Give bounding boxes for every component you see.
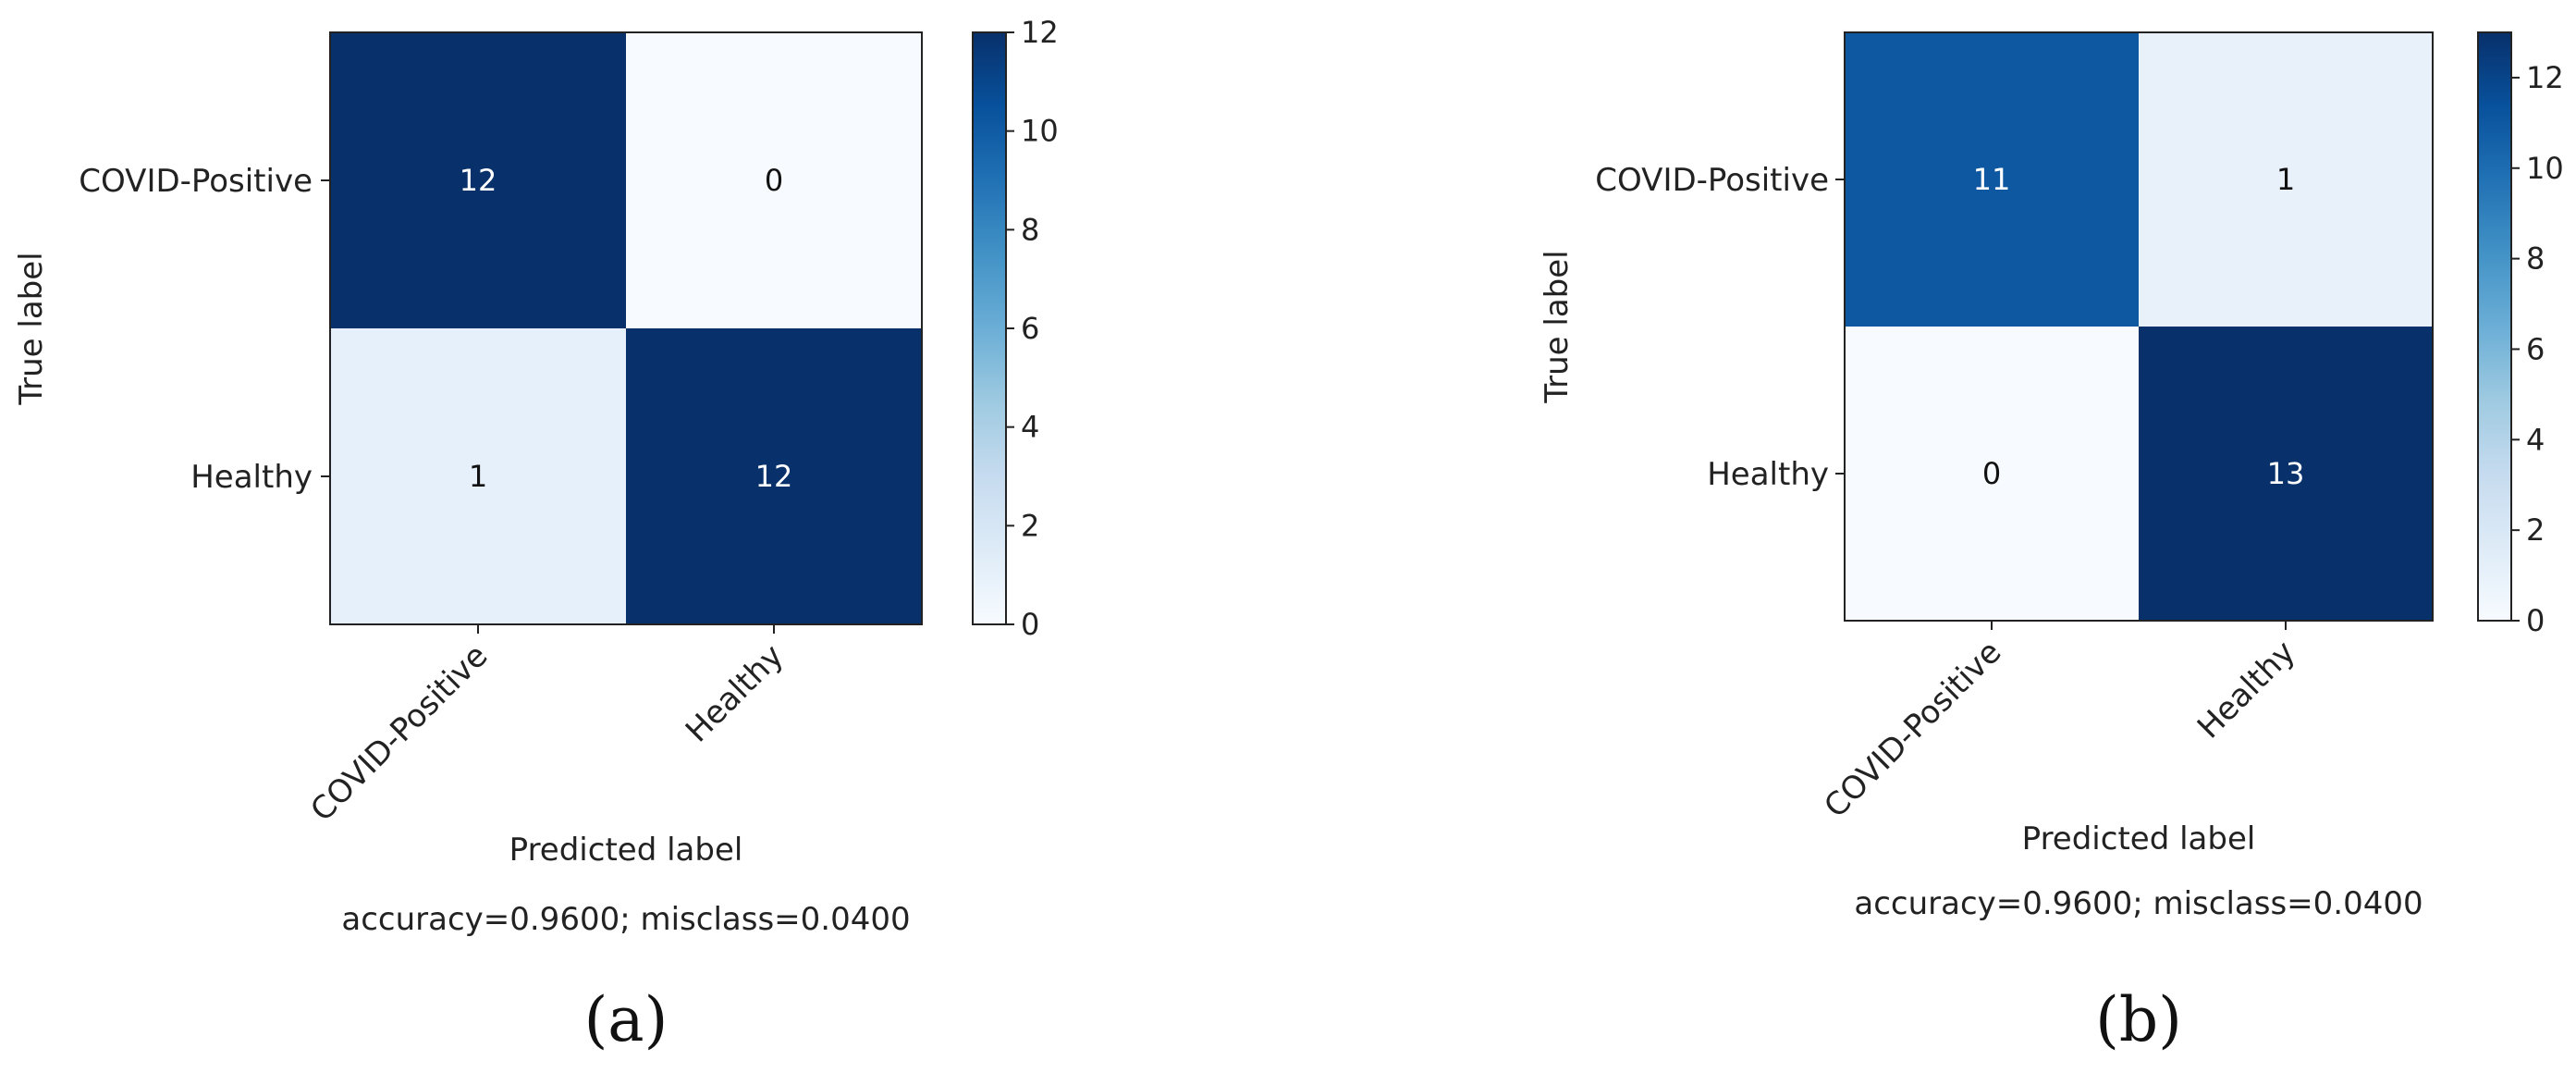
panel-b-cell-r1-c0 [1845,327,2139,621]
panel-b-plot-frame [1844,31,2434,622]
panel-b-cell-value-r0-c0: 11 [1973,162,2011,197]
panel-b-y-tick-label-1: Healthy [1707,456,1829,493]
panel-a-colorbar-tick-label-1: 2 [1021,508,1039,543]
panel-b-cell-r0-c0 [1845,32,2139,327]
panel-a-colorbar [972,31,1007,625]
confusion-matrix-panel-b: 11 10 13COVID-PositiveHealthyCOVID-Positiv… [1539,31,2564,1055]
panel-b-colorbar-tick-label-0: 0 [2526,603,2545,638]
panel-b-cell-value-r0-c1: 1 [2276,162,2295,197]
panel-a-letter: (a) [584,984,669,1055]
panel-b-x-tick-label-0: COVID-Positive [1817,634,2008,825]
panel-b-colorbar-tick-label-4: 8 [2526,241,2545,277]
panel-a-colorbar-tick-label-2: 4 [1021,410,1039,445]
panel-a-x-tick-label-0: COVID-Positive [303,637,495,829]
panel-a-colorbar-tick-label-5: 10 [1021,114,1059,149]
panel-b-letter: (b) [2095,984,2182,1055]
panel-a-cell-value-r0-c0: 12 [460,163,497,198]
panel-a-y-tick-label-0: COVID-Positive [79,163,313,200]
panel-b-colorbar-tick-label-2: 4 [2526,422,2545,457]
panel-b-cell-value-r1-c1: 13 [2267,456,2305,491]
panel-a-plot-frame [329,31,923,625]
panel-a-colorbar-tick-label-6: 12 [1021,15,1059,50]
panel-a-colorbar-tick-label-3: 6 [1021,311,1039,346]
panel-a-cell-r1-c1 [626,328,922,624]
panel-a-y-tick-label-1: Healthy [190,459,313,496]
panel-a-x-tick-label-1: Healthy [679,637,791,749]
panel-a-x-axis-label: Predicted label [509,832,743,869]
panel-a-cell-value-r0-c1: 0 [765,163,783,198]
panel-b-colorbar-tick-label-1: 2 [2526,512,2545,548]
panel-a-cell-value-r1-c0: 1 [469,459,487,494]
panel-b-x-axis-label: Predicted label [2022,820,2256,857]
panel-a-colorbar-tick-label-4: 8 [1021,212,1039,247]
panel-b-colorbar [2477,31,2512,622]
panel-b-colorbar-tick-label-3: 6 [2526,331,2545,366]
panel-b-cell-r1-c1 [2139,327,2433,621]
panel-b-x-tick-label-1: Healthy [2190,634,2302,746]
panel-a-cell-r0-c1 [626,32,922,328]
panel-b-y-tick-label-0: COVID-Positive [1595,162,1829,199]
panel-b-y-axis-label: True label [1539,250,1576,403]
confusion-matrix-panel-a: 12 0 1 12 COVID-Positive Healthy COVID-Positiv… [13,15,1059,1055]
panel-a-accuracy-caption: accuracy=0.9600; misclass=0.0400 [341,901,910,938]
panel-b-cell-value-r1-c0: 0 [1982,456,2001,491]
panel-a-cell-r1-c0 [330,328,626,624]
panel-b-colorbar-tick-label-5: 10 [2526,151,2564,186]
panel-a-cell-r0-c0 [330,32,626,328]
panel-a-y-axis-label: True label [13,252,50,405]
panel-b-colorbar-tick-label-6: 12 [2526,60,2564,95]
panel-b-cell-r0-c1 [2139,32,2433,327]
panel-a-colorbar-tick-label-0: 0 [1021,607,1039,642]
panel-a-cell-value-r1-c1: 12 [755,459,793,494]
panel-b-accuracy-caption: accuracy=0.9600; misclass=0.0400 [1854,885,2423,922]
